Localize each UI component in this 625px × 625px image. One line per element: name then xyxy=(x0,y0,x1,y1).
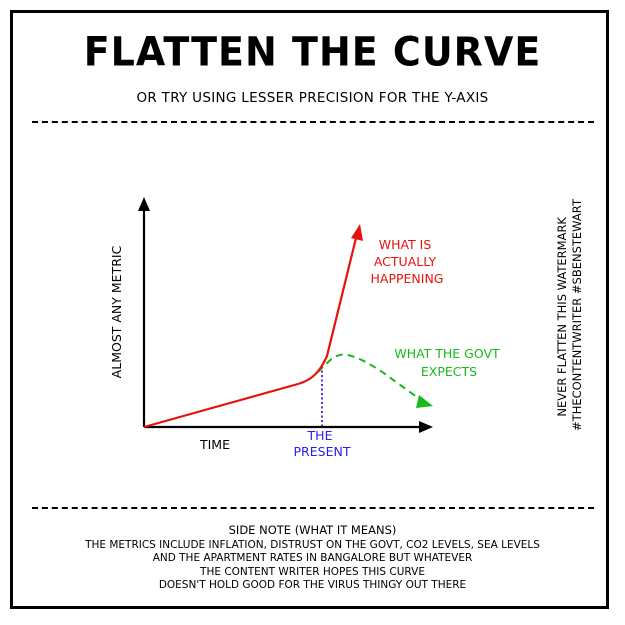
page-title: FLATTEN THE CURVE xyxy=(83,28,542,76)
bottom-divider xyxy=(32,507,594,509)
watermark: NEVER FLATTEN THIS WATERMARK #THECONTENT… xyxy=(555,198,584,431)
actual-curve xyxy=(143,237,358,429)
present-label: THE PRESENT xyxy=(294,428,351,459)
actual-curve-label: WHAT IS ACTUALLY HAPPENING xyxy=(371,237,444,286)
y-axis-label: ALMOST ANY METRIC xyxy=(109,245,124,378)
actual-curve-arrow-icon xyxy=(351,224,363,241)
side-note: SIDE NOTE (WHAT IT MEANS) THE METRICS IN… xyxy=(0,523,625,593)
side-note-line: DOESN'T HOLD GOOD FOR THE VIRUS THINGY O… xyxy=(158,579,467,591)
top-divider xyxy=(32,121,594,123)
x-axis-arrow-icon xyxy=(419,421,433,433)
comic-frame xyxy=(10,10,609,609)
govt-curve-label: WHAT THE GOVT EXPECTS xyxy=(394,346,503,379)
govt-curve-arrow-icon xyxy=(416,395,433,408)
govt-expectation-curve xyxy=(317,353,425,403)
x-axis-label: TIME xyxy=(199,437,230,452)
y-axis-arrow-icon xyxy=(138,197,150,211)
side-note-heading: SIDE NOTE (WHAT IT MEANS) xyxy=(228,523,397,537)
side-note-line: AND THE APARTMENT RATES IN BANGALORE BUT… xyxy=(152,552,473,564)
page-subtitle: OR TRY USING LESSER PRECISION FOR THE Y-… xyxy=(136,90,489,106)
side-note-line: THE METRICS INCLUDE INFLATION, DISTRUST … xyxy=(85,538,540,551)
axes xyxy=(138,197,433,433)
side-note-line: THE CONTENT WRITER HOPES THIS CURVE xyxy=(200,565,425,578)
